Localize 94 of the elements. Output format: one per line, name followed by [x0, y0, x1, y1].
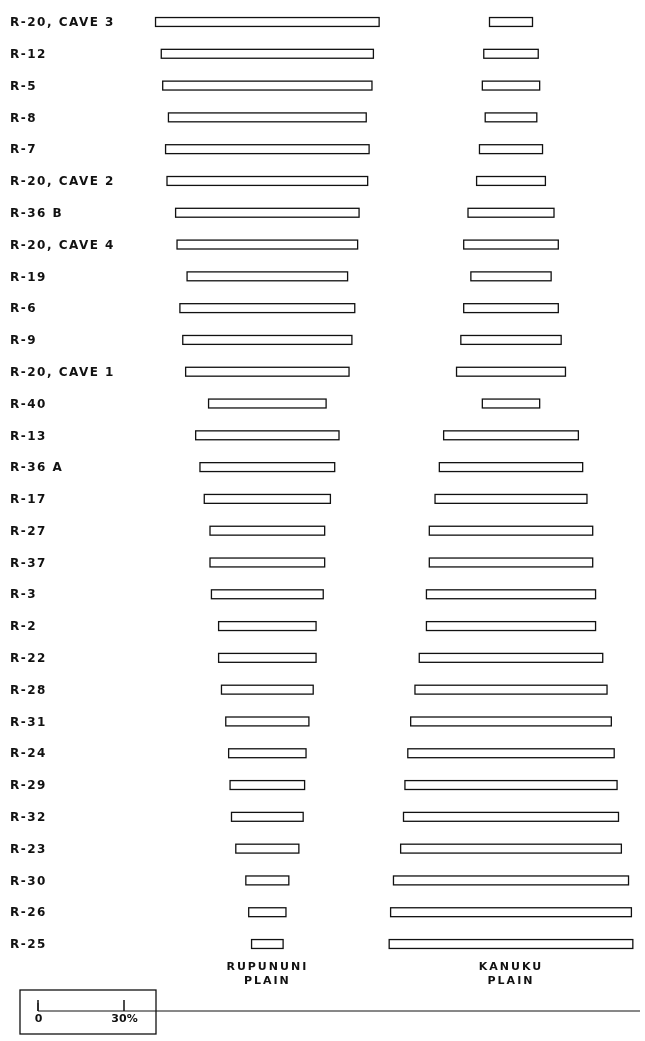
y-tick-label: R-36 B	[10, 205, 64, 220]
y-tick-label: R-32	[10, 810, 47, 825]
bar	[481, 80, 541, 91]
y-tick-label: R-2	[10, 619, 38, 634]
y-tick-label: R-5	[10, 78, 38, 93]
bar	[425, 620, 597, 632]
bar	[167, 112, 367, 123]
bar	[425, 589, 597, 600]
x-tick-label: 30%	[111, 1012, 138, 1025]
y-tick-label: R-20, CAVE 2	[10, 174, 115, 189]
bar	[217, 620, 317, 632]
bar	[484, 112, 538, 123]
bar	[186, 271, 349, 282]
bar	[179, 303, 356, 314]
y-tick-label: R-8	[10, 110, 38, 125]
bar	[199, 462, 336, 473]
bar	[389, 907, 633, 918]
y-tick-label: R-30	[10, 873, 47, 888]
y-tick-label: R-19	[10, 269, 47, 284]
series-label: KANUKU PLAIN	[478, 960, 544, 988]
y-tick-label: R-20, CAVE 1	[10, 364, 115, 379]
y-tick-label: R-40	[10, 396, 47, 411]
bar	[227, 748, 307, 759]
bar	[209, 525, 326, 536]
bar	[442, 430, 580, 441]
y-tick-label: R-9	[10, 333, 38, 348]
y-tick-label: R-20, CAVE 4	[10, 237, 115, 252]
y-tick-label: R-6	[10, 301, 38, 316]
y-tick-label: R-13	[10, 428, 47, 443]
y-tick-label: R-26	[10, 905, 47, 920]
bar	[230, 811, 304, 822]
bar	[414, 684, 608, 695]
y-tick-label: R-20, CAVE 3	[10, 15, 115, 30]
bar	[404, 779, 618, 791]
y-tick-label: R-27	[10, 523, 47, 538]
bar	[460, 334, 562, 346]
bar	[463, 303, 559, 314]
bar	[434, 493, 588, 504]
bar	[392, 875, 630, 886]
bar	[207, 398, 327, 409]
bar	[166, 175, 369, 187]
y-tick-label: R-36 A	[10, 460, 64, 475]
bar	[220, 684, 314, 695]
bar	[184, 366, 350, 377]
bar	[475, 175, 547, 187]
bar	[229, 779, 306, 791]
bar	[488, 16, 534, 28]
y-tick-label: R-12	[10, 46, 47, 61]
bar	[160, 48, 375, 59]
y-tick-label: R-3	[10, 587, 38, 602]
bar	[162, 80, 373, 91]
bar	[217, 652, 317, 663]
bar	[250, 938, 284, 950]
bar	[195, 430, 340, 441]
y-tick-label: R-31	[10, 714, 47, 729]
y-tick-label: R-17	[10, 492, 47, 507]
bar	[399, 843, 623, 854]
bar	[248, 907, 287, 918]
bar	[410, 716, 612, 727]
bar	[467, 207, 555, 218]
bar	[481, 398, 541, 409]
y-tick-label: R-24	[10, 746, 47, 761]
bar	[210, 589, 324, 600]
bar	[164, 144, 370, 155]
bar	[418, 652, 604, 663]
bar	[225, 716, 310, 727]
bar	[428, 525, 594, 536]
bar	[154, 16, 380, 28]
bar	[463, 239, 559, 250]
bar	[209, 557, 326, 568]
bar	[478, 144, 544, 155]
y-tick-label: R-37	[10, 555, 47, 570]
y-tick-label: R-25	[10, 937, 47, 952]
bar	[182, 334, 353, 346]
bar	[407, 748, 615, 759]
y-tick-label: R-7	[10, 142, 38, 157]
bar	[455, 366, 567, 377]
bar	[428, 557, 594, 568]
bar	[388, 938, 634, 950]
y-tick-label: R-28	[10, 682, 47, 697]
bar	[402, 811, 620, 822]
bar	[203, 493, 332, 504]
y-tick-label: R-23	[10, 841, 47, 856]
bar	[174, 207, 360, 218]
bar	[438, 462, 584, 473]
text: RUPUNUNI PLAIN	[226, 960, 309, 988]
bar	[176, 239, 359, 250]
bar	[245, 875, 290, 886]
y-tick-label: R-29	[10, 778, 47, 793]
bar	[470, 271, 552, 282]
y-tick-label: R-22	[10, 651, 47, 666]
x-tick-label: 0	[34, 1012, 43, 1025]
bar	[235, 843, 300, 854]
bar	[483, 48, 539, 59]
